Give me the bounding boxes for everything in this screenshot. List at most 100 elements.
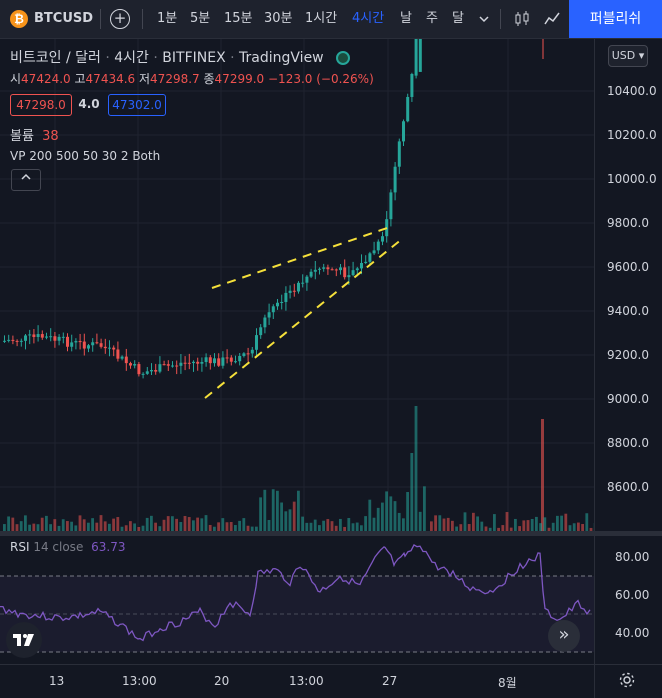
interval-4h[interactable]: 4시간: [352, 0, 384, 38]
volume-bar: [443, 519, 446, 531]
source-name: TradingView: [239, 50, 324, 66]
sell-price-button[interactable]: 47298.0: [10, 94, 72, 116]
volume-bar: [53, 519, 56, 531]
toolbar-divider: [500, 9, 501, 29]
volume-bar: [49, 524, 52, 531]
candle-body: [70, 342, 73, 346]
close-label: 종: [204, 72, 215, 86]
candle-body: [356, 268, 359, 270]
rsi-pane[interactable]: [0, 536, 594, 664]
candle-body: [213, 358, 216, 363]
volume-bar: [192, 520, 195, 531]
candle-body: [310, 272, 313, 277]
candle-body: [62, 337, 65, 338]
candle-body: [49, 336, 52, 337]
candle-body: [255, 335, 258, 350]
volume-bar: [385, 491, 388, 531]
price-axis[interactable]: 10400.0 10200.0 10000.0 9800.0 9600.0 94…: [594, 39, 662, 531]
price-label: 9200.0: [607, 348, 649, 362]
candle-body: [95, 342, 98, 343]
candle-body: [394, 167, 397, 193]
volume-bar: [447, 518, 450, 531]
volume-bar: [167, 516, 170, 531]
candle-body: [200, 362, 203, 364]
interval-1h[interactable]: 1시간: [305, 0, 337, 38]
volume-bar: [293, 502, 296, 531]
settings-gear-icon[interactable]: [618, 671, 636, 693]
volume-bar: [373, 518, 376, 531]
time-axis[interactable]: 13 13:00 20 13:00 27 8월: [0, 664, 662, 698]
upper-trendline[interactable]: [212, 227, 390, 288]
volume-bar: [226, 522, 229, 531]
volume-legend: 볼륨 38: [10, 125, 59, 144]
candle-body: [373, 250, 376, 253]
candle-body: [305, 277, 308, 283]
candle-body: [129, 363, 132, 365]
volume-bar: [238, 521, 241, 531]
scroll-to-realtime-icon[interactable]: »: [548, 620, 580, 652]
volume-bar: [11, 518, 14, 531]
price-label: 9400.0: [607, 304, 649, 318]
candlesticks: [3, 39, 543, 378]
interval-week[interactable]: 주: [426, 0, 438, 38]
volume-bar: [242, 518, 245, 531]
currency-dropdown[interactable]: USD ▾: [608, 45, 648, 67]
volume-bar: [32, 524, 35, 531]
compare-add-icon[interactable]: +: [110, 9, 130, 29]
close-value: 47299.0: [215, 72, 265, 86]
candle-style-icon[interactable]: [513, 0, 531, 38]
tradingview-logo-icon[interactable]: [6, 622, 42, 658]
price-label: 10000.0: [607, 172, 657, 186]
volume-bar: [179, 522, 182, 531]
interval-dropdown-chevron-icon[interactable]: [478, 0, 490, 38]
volume-bar: [221, 518, 224, 531]
time-label: 27: [382, 674, 397, 688]
interval-day[interactable]: 날: [400, 0, 412, 38]
publish-button[interactable]: 퍼블리쉬: [569, 0, 662, 38]
candle-body: [45, 337, 48, 338]
volume-bar: [535, 517, 538, 531]
ohlc-values: 시47424.0 고47434.6 저47298.7 종47299.0 −123…: [10, 70, 374, 87]
interval-15m[interactable]: 15분: [224, 0, 253, 38]
volume-bar: [95, 523, 98, 531]
exchange-name: BITFINEX: [162, 50, 225, 66]
collapse-legend-chevron-up-icon[interactable]: [11, 169, 41, 191]
interval-5m[interactable]: 5분: [190, 0, 210, 38]
candle-body: [28, 334, 31, 335]
candle-body: [112, 348, 115, 350]
candle-body: [83, 342, 86, 349]
volume-bar: [100, 515, 103, 531]
candle-body: [389, 192, 392, 219]
rsi-params: 14 close: [33, 540, 83, 554]
rsi-axis[interactable]: 80.00 60.00 40.00: [594, 536, 662, 664]
interval-month[interactable]: 달: [452, 0, 464, 38]
symbol-search-button[interactable]: BTCUSD: [34, 0, 93, 38]
volume-bar: [577, 523, 580, 531]
candle-body: [263, 318, 266, 328]
candle-body: [87, 345, 90, 348]
volume-bar: [205, 515, 208, 531]
volume-bar: [7, 516, 10, 531]
volume-bar: [263, 490, 266, 531]
volume-bar: [464, 512, 467, 531]
buy-price-button[interactable]: 47302.0: [108, 94, 166, 116]
interval-name: 4시간: [114, 50, 149, 66]
rsi-axis-label: 40.00: [615, 626, 649, 640]
candle-body: [339, 267, 342, 270]
volume-bar: [564, 514, 567, 531]
interval-1m[interactable]: 1분: [157, 0, 177, 38]
volume-bar: [480, 522, 483, 531]
interval-30m[interactable]: 30분: [264, 0, 293, 38]
candle-body: [331, 269, 334, 270]
candle-body: [142, 374, 145, 375]
candle-body: [100, 343, 103, 347]
rsi-label: RSI: [10, 540, 30, 554]
volume-bar: [352, 523, 355, 531]
candle-body: [377, 242, 380, 251]
candle-body: [322, 267, 325, 268]
candle-body: [297, 283, 300, 292]
candle-body: [268, 312, 271, 317]
volume-bar: [45, 516, 48, 531]
candle-body: [91, 342, 94, 345]
indicators-icon[interactable]: [543, 0, 561, 38]
